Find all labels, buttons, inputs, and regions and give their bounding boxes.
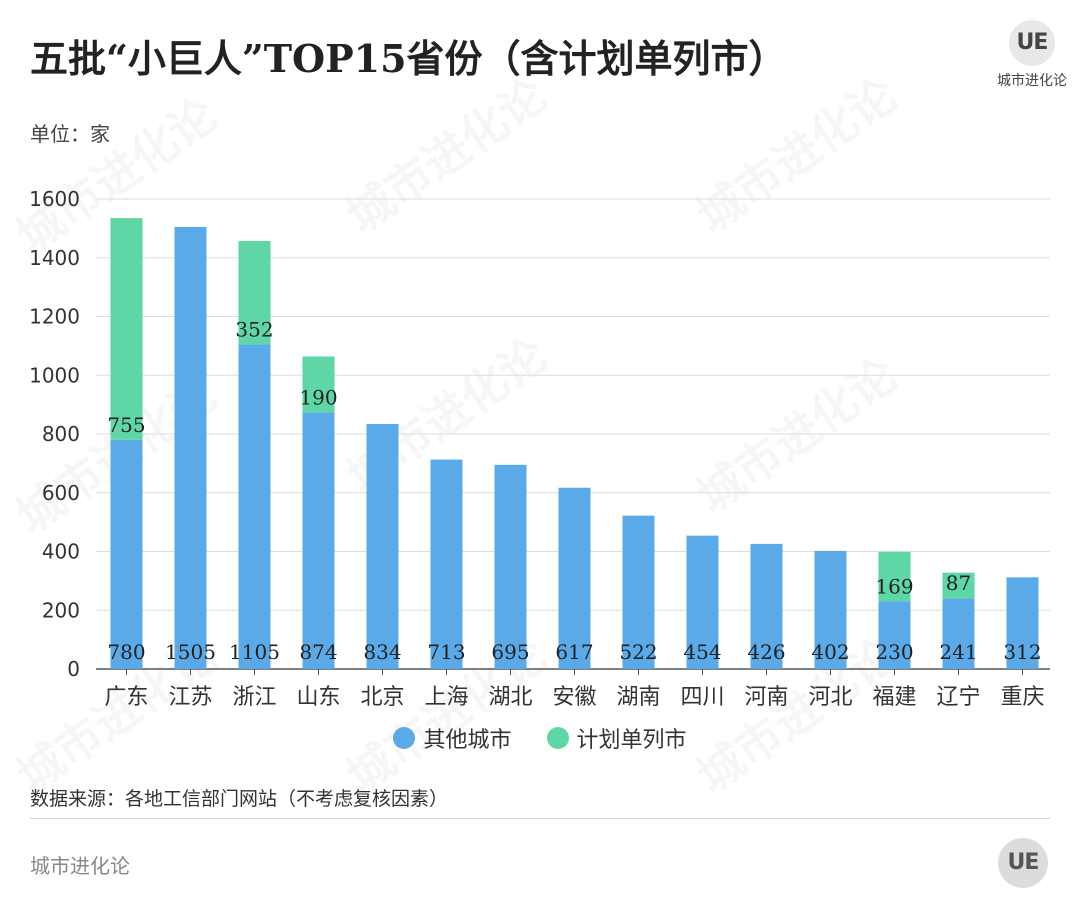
data-label-plan: 87 — [946, 571, 971, 595]
y-tick-label: 800 — [42, 422, 80, 446]
y-tick-label: 0 — [67, 657, 80, 681]
data-label-other: 695 — [491, 640, 529, 664]
bar-other-河北 — [814, 550, 847, 669]
data-label-other: 874 — [299, 640, 337, 664]
bar-other-湖北 — [494, 464, 527, 669]
chart-legend: 其他城市 计划单列市 — [0, 722, 1080, 755]
bar-other-湖南 — [622, 515, 655, 669]
bar-other-北京 — [366, 424, 399, 669]
x-tick-label: 四川 — [680, 685, 724, 710]
x-tick-label: 福建 — [872, 685, 916, 710]
bar-other-河南 — [750, 543, 783, 669]
data-source: 数据来源：各地工信部门网站（不考虑复核因素） — [30, 788, 449, 810]
legend-label-other: 其他城市 — [423, 728, 512, 753]
x-tick-label: 辽宁 — [936, 685, 980, 710]
bar-other-四川 — [686, 535, 719, 669]
y-tick-label: 1000 — [29, 363, 80, 387]
footer-ue-logo-icon: UE — [998, 838, 1048, 888]
x-tick-label: 河南 — [744, 685, 788, 710]
data-label-other: 241 — [939, 640, 977, 664]
legend-label-plan: 计划单列市 — [576, 728, 687, 753]
brand-name: 城市进化论 — [997, 73, 1067, 89]
bar-other-浙江 — [238, 344, 271, 669]
x-tick-label: 江苏 — [168, 685, 212, 710]
data-label-plan: 169 — [875, 574, 913, 598]
x-tick-label: 湖北 — [488, 685, 532, 710]
bar-other-安徽 — [558, 487, 591, 669]
bar-other-辽宁 — [942, 598, 975, 669]
bar-plan-福建 — [878, 551, 911, 602]
data-label-plan: 352 — [235, 317, 273, 341]
data-label-other: 1505 — [165, 640, 216, 664]
legend-dot-other — [393, 727, 416, 749]
x-tick-label: 广东 — [104, 685, 148, 710]
x-tick-label: 安徽 — [552, 685, 596, 710]
bar-plan-山东 — [302, 356, 335, 413]
chart-title: 五批“小巨人”TOP15省份（含计划单列市） — [30, 36, 787, 81]
bar-plan-辽宁 — [942, 572, 975, 599]
y-tick-label: 1200 — [29, 305, 80, 329]
data-label-other: 312 — [1003, 640, 1041, 664]
legend-dot-plan — [546, 727, 569, 749]
y-tick-label: 200 — [42, 598, 80, 622]
data-label-other: 402 — [811, 640, 849, 664]
y-tick-label: 1400 — [29, 246, 80, 270]
data-label-plan: 755 — [107, 413, 145, 437]
y-tick-label: 400 — [42, 540, 80, 564]
x-tick-label: 湖南 — [616, 685, 660, 710]
data-label-other: 617 — [555, 640, 593, 664]
data-label-other: 713 — [427, 640, 465, 664]
bar-plan-浙江 — [238, 241, 271, 345]
data-label-other: 522 — [619, 640, 657, 664]
bar-other-上海 — [430, 459, 463, 669]
x-tick-label: 上海 — [424, 685, 468, 710]
y-tick-label: 1600 — [29, 187, 80, 211]
unit-label: 单位：家 — [30, 122, 110, 146]
ue-logo-icon: UE — [1009, 20, 1055, 66]
data-label-other: 780 — [107, 640, 145, 664]
bar-other-山东 — [302, 412, 335, 669]
legend-item-other: 其他城市 — [393, 722, 512, 754]
x-tick-label: 重庆 — [1000, 685, 1044, 710]
y-tick-label: 600 — [42, 481, 80, 505]
data-label-plan: 190 — [299, 385, 337, 409]
legend-item-plan: 计划单列市 — [546, 722, 687, 754]
x-tick-label: 浙江 — [232, 685, 276, 710]
bar-other-江苏 — [174, 226, 207, 669]
footer-brand: 城市进化论 — [30, 854, 130, 878]
bar-other-广东 — [110, 439, 143, 669]
data-label-other: 1105 — [229, 640, 280, 664]
x-tick-label: 河北 — [808, 685, 852, 710]
bar-plan-广东 — [110, 218, 143, 440]
x-tick-label: 山东 — [296, 685, 340, 710]
divider — [30, 818, 1050, 819]
brand-logo: UE 城市进化论 — [992, 20, 1072, 90]
data-label-other: 454 — [683, 640, 721, 664]
bar-other-福建 — [878, 601, 911, 669]
data-label-other: 834 — [363, 640, 401, 664]
x-tick-label: 北京 — [360, 685, 404, 710]
data-label-other: 426 — [747, 640, 785, 664]
data-label-other: 230 — [875, 640, 913, 664]
bar-other-重庆 — [1006, 577, 1039, 669]
